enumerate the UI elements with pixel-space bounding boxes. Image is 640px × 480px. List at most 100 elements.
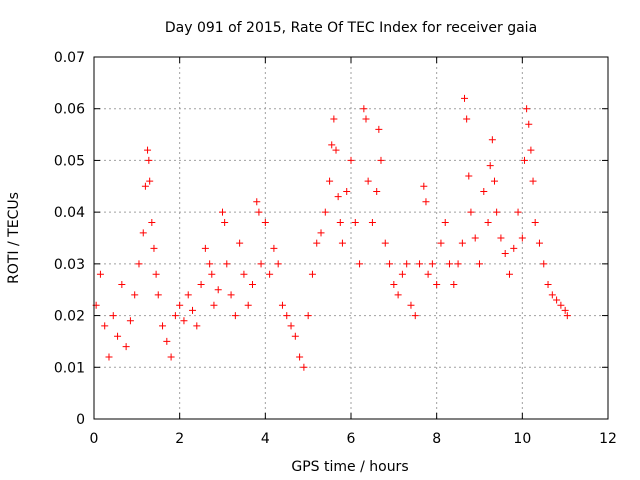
data-point <box>141 182 149 190</box>
data-point <box>465 172 473 180</box>
data-point <box>514 208 522 216</box>
data-point <box>518 234 526 242</box>
data-point <box>278 301 286 309</box>
data-point <box>208 270 216 278</box>
data-point <box>270 244 278 252</box>
data-point <box>148 218 156 226</box>
data-point <box>505 270 513 278</box>
data-point <box>360 105 368 113</box>
data-point <box>557 301 565 309</box>
data-point <box>441 218 449 226</box>
data-point <box>471 234 479 242</box>
data-point <box>145 156 153 164</box>
data-point <box>351 218 359 226</box>
x-tick-label: 0 <box>90 431 99 447</box>
y-tick-label: 0.06 <box>54 102 85 118</box>
data-point <box>266 270 274 278</box>
data-point <box>463 115 471 123</box>
data-point <box>96 270 104 278</box>
data-point <box>126 317 134 325</box>
data-point <box>283 312 291 320</box>
data-point <box>433 281 441 289</box>
data-point <box>240 270 248 278</box>
data-point <box>221 218 229 226</box>
data-point <box>416 260 424 268</box>
data-point <box>317 229 325 237</box>
data-point <box>377 156 385 164</box>
y-tick-label: 0.04 <box>54 205 85 221</box>
data-point <box>520 156 528 164</box>
data-point <box>523 105 531 113</box>
data-point <box>347 156 355 164</box>
data-point <box>167 353 175 361</box>
data-point <box>488 136 496 144</box>
x-tick-label: 6 <box>347 431 356 447</box>
data-point <box>334 193 342 201</box>
data-point <box>529 177 537 185</box>
data-point <box>287 322 295 330</box>
data-point <box>480 187 488 195</box>
data-point <box>135 260 143 268</box>
y-tick-label: 0 <box>76 412 85 428</box>
data-point <box>484 218 492 226</box>
x-tick-label: 2 <box>175 431 184 447</box>
data-point <box>362 115 370 123</box>
data-point <box>274 260 282 268</box>
data-point <box>386 260 394 268</box>
data-point <box>101 322 109 330</box>
y-axis-label: ROTI / TECUs <box>6 192 22 284</box>
data-point <box>535 239 543 247</box>
data-point <box>201 244 209 252</box>
data-point <box>454 260 462 268</box>
x-axis-label: GPS time / hours <box>291 459 408 475</box>
data-point <box>373 187 381 195</box>
y-tick-label: 0.02 <box>54 309 85 325</box>
data-point <box>458 239 466 247</box>
data-point <box>553 296 561 304</box>
data-point <box>501 250 509 258</box>
data-point <box>308 270 316 278</box>
data-point <box>428 260 436 268</box>
data-point <box>510 244 518 252</box>
data-point <box>544 281 552 289</box>
data-point <box>326 177 334 185</box>
data-point <box>193 322 201 330</box>
data-point <box>490 177 498 185</box>
data-point <box>105 353 113 361</box>
data-point <box>114 332 122 340</box>
data-point <box>375 125 383 133</box>
data-point <box>210 301 218 309</box>
data-point <box>403 260 411 268</box>
data-point <box>296 353 304 361</box>
data-point <box>364 177 372 185</box>
y-tick-label: 0.07 <box>54 50 85 66</box>
y-tick-label: 0.03 <box>54 257 85 273</box>
data-point <box>368 218 376 226</box>
data-point <box>139 229 147 237</box>
data-point <box>146 177 154 185</box>
x-tick-label: 10 <box>513 431 531 447</box>
data-point <box>525 120 533 128</box>
data-point <box>150 244 158 252</box>
data-point <box>255 208 263 216</box>
data-point <box>236 239 244 247</box>
data-point <box>437 239 445 247</box>
data-point <box>381 239 389 247</box>
data-point <box>257 260 265 268</box>
data-point <box>356 260 364 268</box>
data-point <box>343 187 351 195</box>
data-point <box>407 301 415 309</box>
data-point <box>548 291 556 299</box>
data-point <box>176 301 184 309</box>
data-point <box>144 146 152 154</box>
data-point <box>171 312 179 320</box>
data-point <box>231 312 239 320</box>
data-point <box>420 182 428 190</box>
data-point <box>304 312 312 320</box>
y-tick-label: 0.01 <box>54 360 85 376</box>
data-point <box>467 208 475 216</box>
data-point <box>422 198 430 206</box>
x-tick-label: 12 <box>599 431 617 447</box>
